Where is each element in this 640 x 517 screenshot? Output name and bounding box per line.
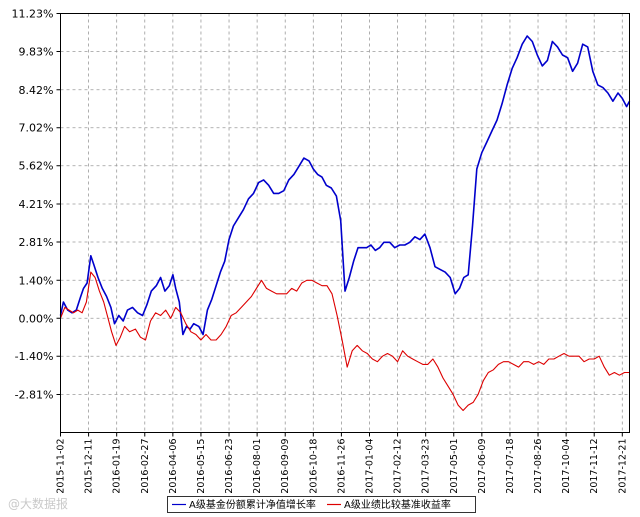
x-tick-label: 2017-03-23 [421, 439, 432, 494]
y-tick-label: 7.02% [19, 122, 54, 135]
x-tick-label: 2016-10-18 [308, 439, 319, 494]
watermark-logo: @大数据报 [8, 495, 68, 512]
legend-label-series-1: A级基金份额累计净值增长率 [189, 498, 316, 511]
x-tick-label: 2017-02-12 [393, 439, 404, 494]
watermark-text: @大数据报 [8, 497, 69, 511]
x-axis-ticks: 2015-11-02 2015-12-11 2016-01-19 2016-02-27… [56, 432, 628, 494]
y-tick-label: -2.81% [15, 389, 54, 402]
plot-frame [60, 13, 630, 433]
x-tick-label: 2016-06-23 [224, 439, 235, 494]
x-tick-label: 2017-07-18 [505, 439, 516, 494]
y-tick-label: 5.62% [19, 160, 54, 173]
x-tick-label: 2016-08-01 [252, 439, 263, 494]
x-tick-label: 2017-12-21 [617, 439, 628, 494]
x-tick-label: 2017-10-04 [561, 439, 572, 494]
y-tick-label: -1.40% [15, 350, 54, 363]
x-tick-label: 2016-04-06 [168, 439, 179, 494]
y-tick-label: 2.81% [19, 236, 54, 249]
x-tick-label: 2016-05-15 [196, 439, 207, 494]
series-line-1 [59, 35, 631, 336]
series-line-2 [59, 271, 630, 412]
legend: A级基金份额累计净值增长率 A级业绩比较基准收益率 [167, 496, 476, 513]
x-tick-label: 2017-05-01 [449, 439, 460, 494]
x-tick-label: 2017-01-04 [364, 439, 375, 494]
legend-box [167, 496, 476, 513]
y-tick-label: 8.42% [19, 84, 54, 97]
x-tick-label: 2016-11-26 [336, 439, 347, 494]
y-tick-label: 4.21% [19, 198, 54, 211]
grid-layer [60, 13, 630, 433]
y-tick-label: 1.40% [19, 274, 54, 287]
x-tick-label: 2016-01-19 [112, 439, 123, 494]
x-tick-label: 2016-09-09 [280, 439, 291, 494]
y-tick-label: 0.00% [19, 312, 54, 325]
y-tick-label: 11.23% [12, 8, 54, 21]
x-tick-label: 2017-11-12 [589, 439, 600, 494]
x-tick-label: 2017-06-09 [477, 439, 488, 494]
x-tick-label: 2016-02-27 [140, 439, 151, 494]
x-tick-label: 2015-12-11 [84, 439, 95, 494]
x-tick-label: 2017-08-26 [533, 439, 544, 494]
legend-label-series-2: A级业绩比较基准收益率 [344, 498, 451, 511]
y-axis-ticks: 11.23% 9.83% 8.42% 7.02% 5.62% 4.21% 2.81% 1.40… [12, 8, 61, 402]
series-layer [59, 35, 631, 412]
x-tick-label: 2015-11-02 [56, 439, 67, 494]
y-tick-label: 9.83% [19, 45, 54, 58]
